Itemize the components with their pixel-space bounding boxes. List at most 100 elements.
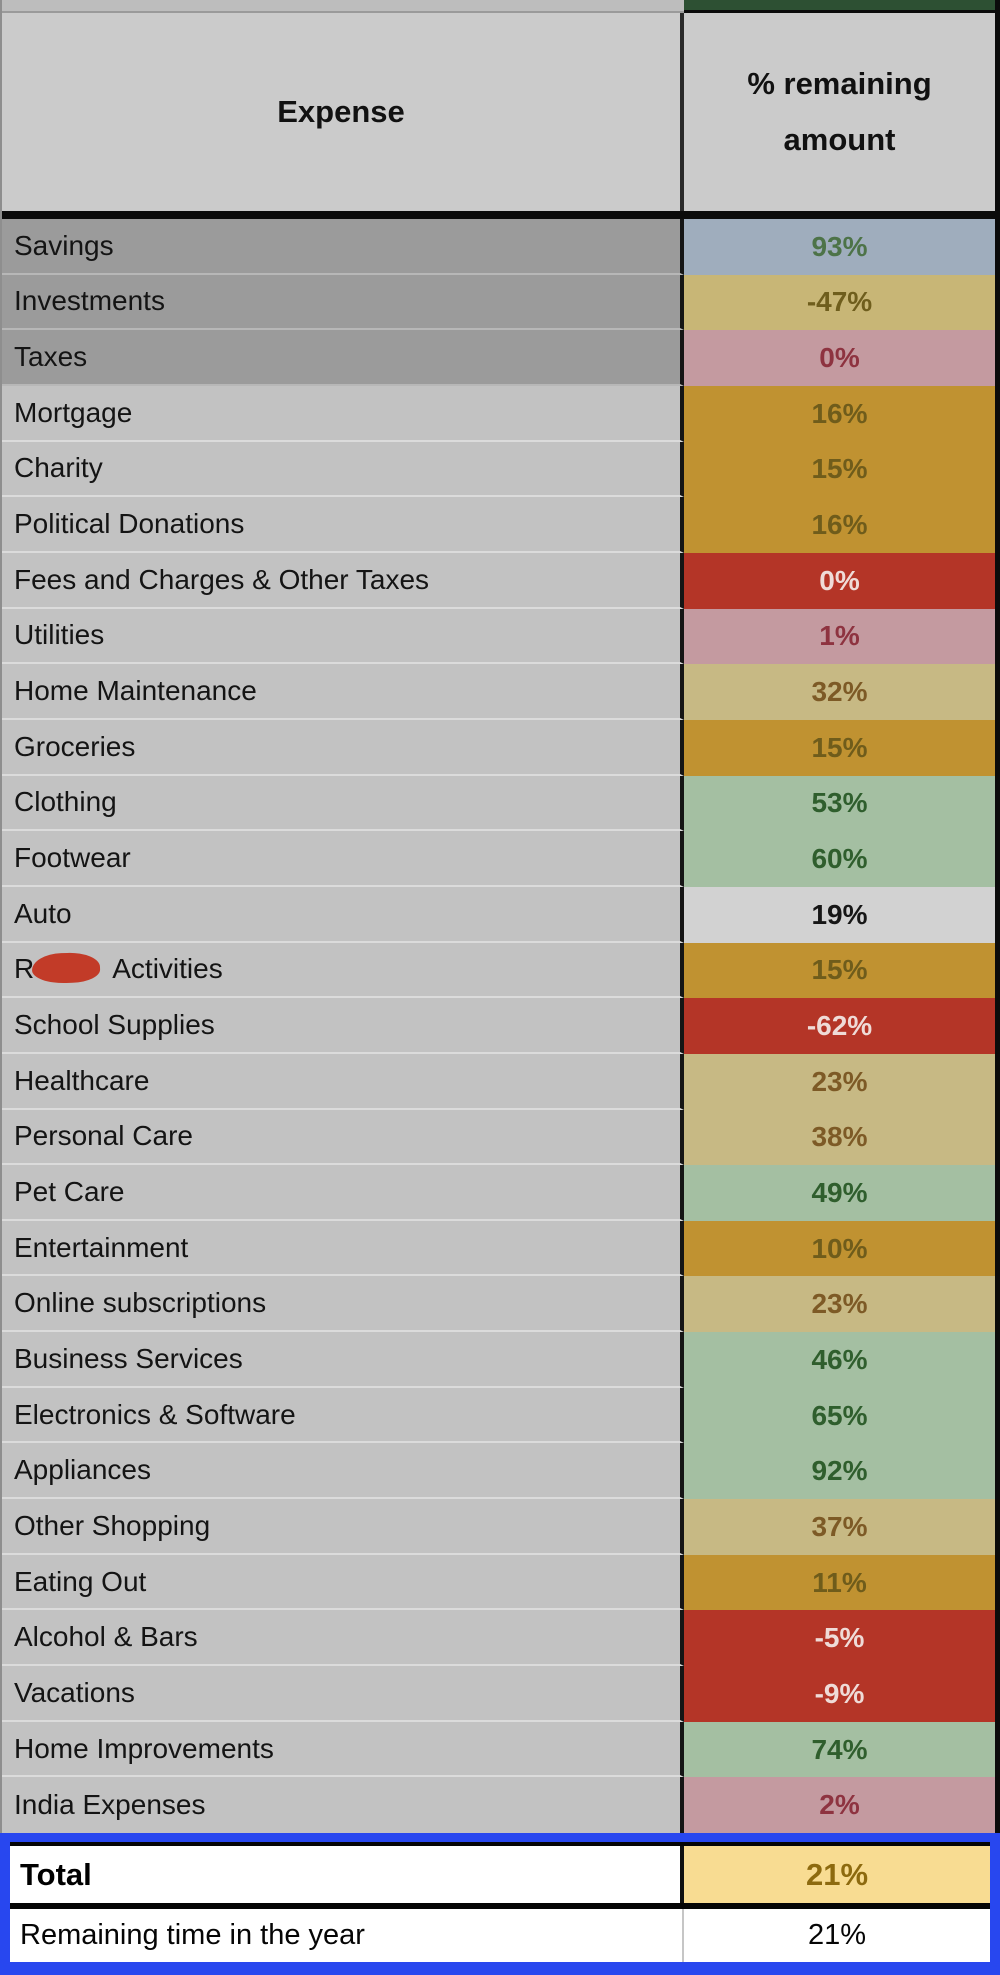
expense-label: Savings bbox=[2, 219, 684, 275]
remaining-percent-cell: 23% bbox=[684, 1276, 995, 1333]
expense-label: Home Improvements bbox=[2, 1721, 684, 1778]
expense-label: Pet Care bbox=[2, 1165, 684, 1221]
remaining-percent-cell: 10% bbox=[684, 1220, 995, 1277]
column-header-remaining-amount[interactable]: % remaining amount bbox=[747, 66, 932, 157]
remaining-percent-cell: 38% bbox=[684, 1109, 995, 1166]
cropped-cell-left bbox=[2, 0, 684, 13]
remaining-time-row[interactable]: Remaining time in the year 21% bbox=[10, 1909, 990, 1962]
table-row[interactable]: Other Shopping 37% bbox=[2, 1499, 995, 1555]
table-row[interactable]: Business Services 46% bbox=[2, 1332, 995, 1388]
remaining-percent-cell: -62% bbox=[684, 998, 995, 1054]
remaining-percent-cell: 0% bbox=[684, 552, 995, 609]
expense-label: Vacations bbox=[2, 1666, 684, 1722]
expense-label: Electronics & Software bbox=[2, 1387, 684, 1444]
total-value-cell: 21% bbox=[684, 1846, 990, 1903]
remaining-percent-cell: 0% bbox=[684, 330, 995, 386]
remaining-percent-cell: 19% bbox=[684, 886, 995, 943]
remaining-percent-cell: 46% bbox=[684, 1332, 995, 1388]
table-header-row: Expense % remaining amount bbox=[2, 13, 995, 219]
total-label: Total bbox=[10, 1846, 684, 1903]
expense-label: Clothing bbox=[2, 775, 684, 832]
remaining-percent-cell: 93% bbox=[684, 219, 995, 275]
expense-label: Appliances bbox=[2, 1443, 684, 1500]
expense-label: Entertainment bbox=[2, 1220, 684, 1277]
column-header-expense[interactable]: Expense bbox=[2, 13, 684, 211]
table-row[interactable]: Utilities 1% bbox=[2, 608, 995, 665]
expense-label: Footwear bbox=[2, 831, 684, 887]
expense-label: Other Shopping bbox=[2, 1499, 684, 1555]
table-row[interactable]: Groceries 15% bbox=[2, 719, 995, 776]
table-row[interactable]: Investments -47% bbox=[2, 274, 995, 331]
remaining-percent-cell: 65% bbox=[684, 1387, 995, 1444]
table-row[interactable]: Footwear 60% bbox=[2, 831, 995, 887]
cropped-row-above bbox=[2, 0, 995, 13]
remaining-percent-cell: 53% bbox=[684, 775, 995, 832]
table-row[interactable]: Alcohol & Bars -5% bbox=[2, 1610, 995, 1667]
expense-label: Utilities bbox=[2, 608, 684, 665]
table-row[interactable]: Electronics & Software 65% bbox=[2, 1387, 995, 1444]
expense-label: Auto bbox=[2, 886, 684, 943]
table-row[interactable]: Political Donations 16% bbox=[2, 497, 995, 553]
expense-label: Online subscriptions bbox=[2, 1276, 684, 1333]
cropped-cell-green bbox=[684, 0, 995, 13]
expense-label: Healthcare bbox=[2, 1053, 684, 1110]
expense-label: Business Services bbox=[2, 1332, 684, 1388]
remaining-time-value-cell: 21% bbox=[807, 1919, 867, 1951]
expense-label: Alcohol & Bars bbox=[2, 1610, 684, 1667]
remaining-time-label: Remaining time in the year bbox=[10, 1909, 684, 1962]
table-row[interactable]: Eating Out 11% bbox=[2, 1554, 995, 1611]
table-row[interactable]: Personal Care 38% bbox=[2, 1109, 995, 1166]
table-row[interactable]: Clothing 53% bbox=[2, 775, 995, 832]
expense-label: R Activities bbox=[2, 942, 684, 999]
table-row[interactable]: India Expenses 2% bbox=[2, 1777, 995, 1834]
expense-label: Fees and Charges & Other Taxes bbox=[2, 552, 684, 609]
expense-label: School Supplies bbox=[2, 998, 684, 1054]
table-body: Savings 93% Investments -47% Taxes 0% Mortgage… bbox=[2, 219, 995, 1834]
remaining-percent-cell: 15% bbox=[684, 719, 995, 776]
table-row[interactable]: Vacations -9% bbox=[2, 1666, 995, 1722]
expense-label: Investments bbox=[2, 274, 684, 331]
remaining-percent-cell: -5% bbox=[684, 1610, 995, 1667]
remaining-percent-cell: 15% bbox=[684, 942, 995, 999]
selection-box: Total 21% Remaining time in the year 21% bbox=[0, 1833, 1000, 1975]
expense-label: Mortgage bbox=[2, 385, 684, 442]
remaining-percent-cell: 74% bbox=[684, 1721, 995, 1778]
remaining-percent-cell: 92% bbox=[684, 1443, 995, 1500]
redaction-scribble bbox=[31, 952, 101, 985]
remaining-percent-cell: 1% bbox=[684, 608, 995, 665]
expense-label: Home Maintenance bbox=[2, 664, 684, 720]
table-row[interactable]: Entertainment 10% bbox=[2, 1220, 995, 1277]
remaining-percent-cell: 37% bbox=[684, 1499, 995, 1555]
expense-label: Political Donations bbox=[2, 497, 684, 553]
expense-label: Eating Out bbox=[2, 1554, 684, 1611]
remaining-percent-cell: 49% bbox=[684, 1165, 995, 1221]
table-row[interactable]: Home Improvements 74% bbox=[2, 1721, 995, 1778]
remaining-percent-cell: 32% bbox=[684, 664, 995, 720]
expense-label: Taxes bbox=[2, 330, 684, 386]
table-upper-region: Expense % remaining amount Savings 93% Inv… bbox=[0, 0, 1000, 1834]
table-row[interactable]: Healthcare 23% bbox=[2, 1053, 995, 1110]
table-row[interactable]: School Supplies -62% bbox=[2, 998, 995, 1054]
remaining-percent-cell: 2% bbox=[684, 1777, 995, 1834]
table-row[interactable]: Charity 15% bbox=[2, 441, 995, 498]
table-row[interactable]: Savings 93% bbox=[2, 219, 995, 275]
remaining-percent-cell: 11% bbox=[684, 1554, 995, 1611]
expense-label: India Expenses bbox=[2, 1777, 684, 1834]
table-row[interactable]: Fees and Charges & Other Taxes 0% bbox=[2, 552, 995, 609]
table-row[interactable]: Mortgage 16% bbox=[2, 385, 995, 442]
remaining-percent-cell: 16% bbox=[684, 385, 995, 442]
table-row[interactable]: Auto 19% bbox=[2, 886, 995, 943]
table-row[interactable]: Pet Care 49% bbox=[2, 1165, 995, 1221]
table-row[interactable]: Taxes 0% bbox=[2, 330, 995, 386]
remaining-percent-cell: -9% bbox=[684, 1666, 995, 1722]
remaining-percent-cell: 16% bbox=[684, 497, 995, 553]
total-row[interactable]: Total 21% bbox=[10, 1842, 990, 1909]
table-row[interactable]: Online subscriptions 23% bbox=[2, 1276, 995, 1333]
table-row[interactable]: Appliances 92% bbox=[2, 1443, 995, 1500]
table-row[interactable]: Home Maintenance 32% bbox=[2, 664, 995, 720]
remaining-percent-cell: 60% bbox=[684, 831, 995, 887]
table-row[interactable]: R Activities 15% bbox=[2, 942, 995, 999]
remaining-percent-cell: -47% bbox=[684, 274, 995, 331]
remaining-percent-cell: 23% bbox=[684, 1053, 995, 1110]
